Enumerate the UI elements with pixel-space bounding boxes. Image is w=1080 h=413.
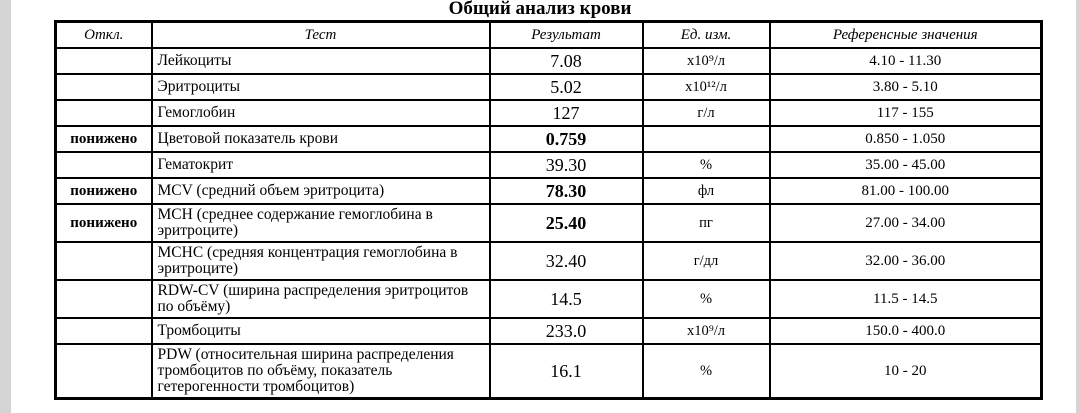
blood-test-table: Откл. Тест Результат Ед. изм. Референсны…: [54, 20, 1043, 400]
cell-units: %: [641, 343, 771, 400]
cell-reference: 0.850 - 1.050: [768, 125, 1043, 153]
table-row: PDW (относительная ширина распределения …: [54, 343, 1043, 400]
table-row: Гематокрит 39.30% 35.00 - 45.00: [54, 151, 1043, 179]
cell-reference: 11.5 - 14.5: [768, 279, 1043, 319]
cell-test: MCHC (средняя концентрация гемоглобина в…: [150, 241, 491, 281]
table-row: Эритроциты 5.02 х10¹²/л 3.80 - 5.10: [54, 73, 1043, 101]
cell-deviation: понижено: [54, 203, 153, 243]
cell-units: х10¹²/л: [641, 73, 771, 101]
table-row: Лейкоциты 7.08 х10⁹/л 4.10 - 11.30: [54, 47, 1043, 75]
cell-deviation: [54, 99, 153, 127]
cell-units: %: [641, 279, 771, 319]
cell-result: 78.30: [488, 177, 644, 205]
cell-result: 14.5: [488, 279, 644, 319]
cell-deviation: [54, 151, 153, 179]
cell-units: г/дл: [641, 241, 771, 281]
cell-units: х10⁹/л: [641, 47, 771, 75]
cell-units: г/л: [641, 99, 771, 127]
page-right-margin-strip: [1076, 0, 1080, 413]
page-left-margin-strip: [0, 0, 11, 413]
cell-deviation: [54, 343, 153, 400]
table-row: понижено MCH (среднее содержание гемоглоб…: [54, 203, 1043, 243]
cell-result: 7.08: [488, 47, 644, 75]
cell-reference: 4.10 - 11.30: [768, 47, 1043, 75]
page-title: Общий анализ крови: [448, 0, 632, 19]
cell-deviation: [54, 47, 153, 75]
cell-test: MCV (средний объем эритроцита): [150, 177, 491, 205]
cell-test: Гемоглобин: [150, 99, 491, 127]
table-row: понижено Цветовой показатель крови 0.759 0.…: [54, 125, 1043, 153]
cell-deviation: понижено: [54, 125, 153, 153]
table-row: Гемоглобин 127 г/л 117 - 155: [54, 99, 1043, 127]
cell-test: RDW-CV (ширина распределения эритроцитов…: [150, 279, 491, 319]
col-header-test: Тест: [150, 20, 491, 49]
cell-result: 32.40: [488, 241, 644, 281]
cell-units: пг: [641, 203, 771, 243]
cell-deviation: [54, 279, 153, 319]
cell-units: х10⁹/л: [641, 317, 771, 345]
table-row: MCHC (средняя концентрация гемоглобина в…: [54, 241, 1043, 281]
cell-deviation: [54, 317, 153, 345]
cell-result: 25.40: [488, 203, 644, 243]
col-header-deviation: Откл.: [54, 20, 153, 49]
cell-reference: 35.00 - 45.00: [768, 151, 1043, 179]
cell-test: MCH (среднее содержание гемоглобина в эр…: [150, 203, 491, 243]
cell-units: [641, 125, 771, 153]
cell-reference: 150.0 - 400.0: [768, 317, 1043, 345]
cell-reference: 32.00 - 36.00: [768, 241, 1043, 281]
cell-test: Лейкоциты: [150, 47, 491, 75]
cell-units: фл: [641, 177, 771, 205]
table-header-row: Откл. Тест Результат Ед. изм. Референсны…: [54, 20, 1043, 49]
cell-reference: 27.00 - 34.00: [768, 203, 1043, 243]
cell-reference: 3.80 - 5.10: [768, 73, 1043, 101]
cell-result: 0.759: [488, 125, 644, 153]
cell-test: Тромбоциты: [150, 317, 491, 345]
cell-reference: 81.00 - 100.00: [768, 177, 1043, 205]
table-row: RDW-CV (ширина распределения эритроцитов…: [54, 279, 1043, 319]
cell-test: Цветовой показатель крови: [150, 125, 491, 153]
cell-reference: 10 - 20: [768, 343, 1043, 400]
cell-test: Эритроциты: [150, 73, 491, 101]
cell-deviation: понижено: [54, 177, 153, 205]
cell-result: 233.0: [488, 317, 644, 345]
table-row: Тромбоциты 233.0 х10⁹/л 150.0 - 400.0: [54, 317, 1043, 345]
col-header-units: Ед. изм.: [641, 20, 771, 49]
col-header-result: Результат: [488, 20, 644, 49]
cell-reference: 117 - 155: [768, 99, 1043, 127]
table-body: Лейкоциты 7.08 х10⁹/л 4.10 - 11.30 Эритроцит…: [54, 47, 1043, 400]
cell-deviation: [54, 241, 153, 281]
cell-test: Гематокрит: [150, 151, 491, 179]
col-header-reference: Референсные значения: [768, 20, 1043, 49]
cell-deviation: [54, 73, 153, 101]
cell-test: PDW (относительная ширина распределения …: [150, 343, 491, 400]
cell-result: 16.1: [488, 343, 644, 400]
cell-result: 5.02: [488, 73, 644, 101]
cell-units: %: [641, 151, 771, 179]
table-row: понижено MCV (средний объем эритроцита) 78…: [54, 177, 1043, 205]
cell-result: 127: [488, 99, 644, 127]
cell-result: 39.30: [488, 151, 644, 179]
